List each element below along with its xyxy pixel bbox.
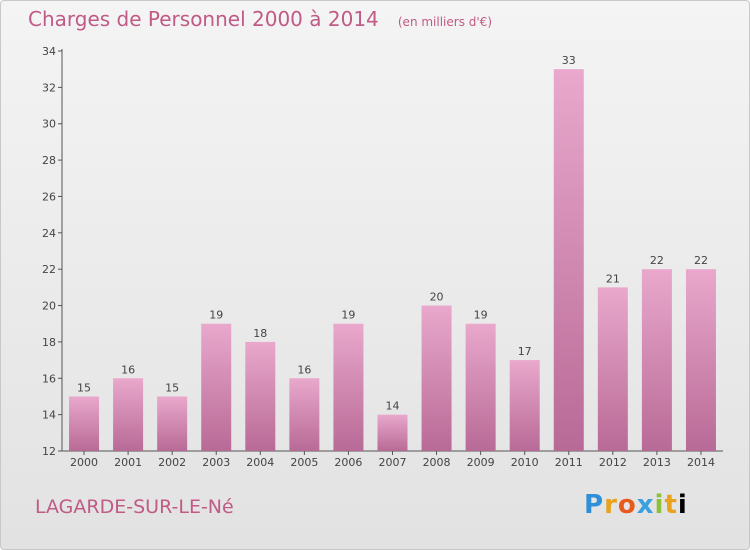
bar-2002	[157, 396, 188, 451]
value-label: 15	[77, 381, 91, 394]
bar-2014	[685, 269, 716, 451]
x-tick-label: 2007	[379, 456, 407, 469]
value-label: 15	[165, 381, 179, 394]
bar-2010	[509, 360, 540, 451]
y-tick-label: 18	[42, 336, 56, 349]
bar-2012	[597, 287, 628, 451]
value-label: 18	[253, 327, 267, 340]
x-tick-label: 2011	[555, 456, 583, 469]
chart-title: Charges de Personnel 2000 à 2014	[28, 7, 379, 31]
bar-2007	[377, 414, 408, 451]
data-labels: 15 16 15 19 18 16 19 14 20 19 17 33 21 22 22	[77, 54, 708, 412]
y-tick-label: 28	[42, 154, 56, 167]
bar-2005	[289, 378, 320, 451]
bar-2013	[641, 269, 672, 451]
x-tick-label: 2008	[423, 456, 451, 469]
y-tick-label: 14	[42, 409, 56, 422]
bar-2000	[69, 396, 100, 451]
axes: 12 14 16 18 20 22 24 26 28 30 32 34 2000 2001 2002 2003…	[42, 45, 723, 469]
y-tick-label: 30	[42, 118, 56, 131]
y-tick-label: 34	[42, 45, 56, 58]
x-tick-label: 2003	[202, 456, 230, 469]
value-label: 33	[562, 54, 576, 67]
x-tick-label: 2014	[687, 456, 715, 469]
value-label: 17	[518, 345, 532, 358]
x-tick-label: 2005	[290, 456, 318, 469]
bar-2004	[245, 341, 276, 451]
bar-2001	[113, 378, 144, 451]
chart-title-block: Charges de Personnel 2000 à 2014 (en mil…	[28, 7, 492, 31]
proxiti-logo[interactable]: Proxiti	[584, 490, 688, 520]
x-tick-label: 2002	[158, 456, 186, 469]
bar-2009	[465, 323, 496, 451]
bar-2003	[201, 323, 232, 451]
town-name: LAGARDE-SUR-LE-Né	[35, 496, 234, 518]
bars	[69, 69, 716, 451]
value-label: 19	[341, 309, 355, 322]
chart-unit: (en milliers d'€)	[397, 15, 492, 29]
x-tick-label: 2006	[334, 456, 362, 469]
y-tick-label: 22	[42, 263, 56, 276]
x-tick-label: 2012	[599, 456, 627, 469]
value-label: 19	[474, 309, 488, 322]
x-tick-label: 2004	[246, 456, 274, 469]
value-label: 22	[650, 254, 664, 267]
value-label: 22	[694, 254, 708, 267]
y-tick-label: 16	[42, 372, 56, 385]
value-label: 16	[121, 363, 135, 376]
y-tick-label: 20	[42, 300, 56, 313]
value-label: 19	[209, 309, 223, 322]
x-tick-label: 2013	[643, 456, 671, 469]
bar-2006	[333, 323, 364, 451]
x-tick-label: 2010	[511, 456, 539, 469]
y-tick-label: 26	[42, 190, 56, 203]
value-label: 16	[297, 363, 311, 376]
x-tick-label: 2000	[70, 456, 98, 469]
y-tick-label: 24	[42, 227, 56, 240]
value-label: 14	[386, 400, 400, 413]
y-tick-label: 32	[42, 81, 56, 94]
x-tick-label: 2009	[467, 456, 495, 469]
value-label: 20	[430, 291, 444, 304]
bar-2008	[421, 305, 452, 451]
y-tick-label: 12	[42, 445, 56, 458]
value-label: 21	[606, 272, 620, 285]
bar-2011	[553, 69, 584, 451]
x-tick-label: 2001	[114, 456, 142, 469]
